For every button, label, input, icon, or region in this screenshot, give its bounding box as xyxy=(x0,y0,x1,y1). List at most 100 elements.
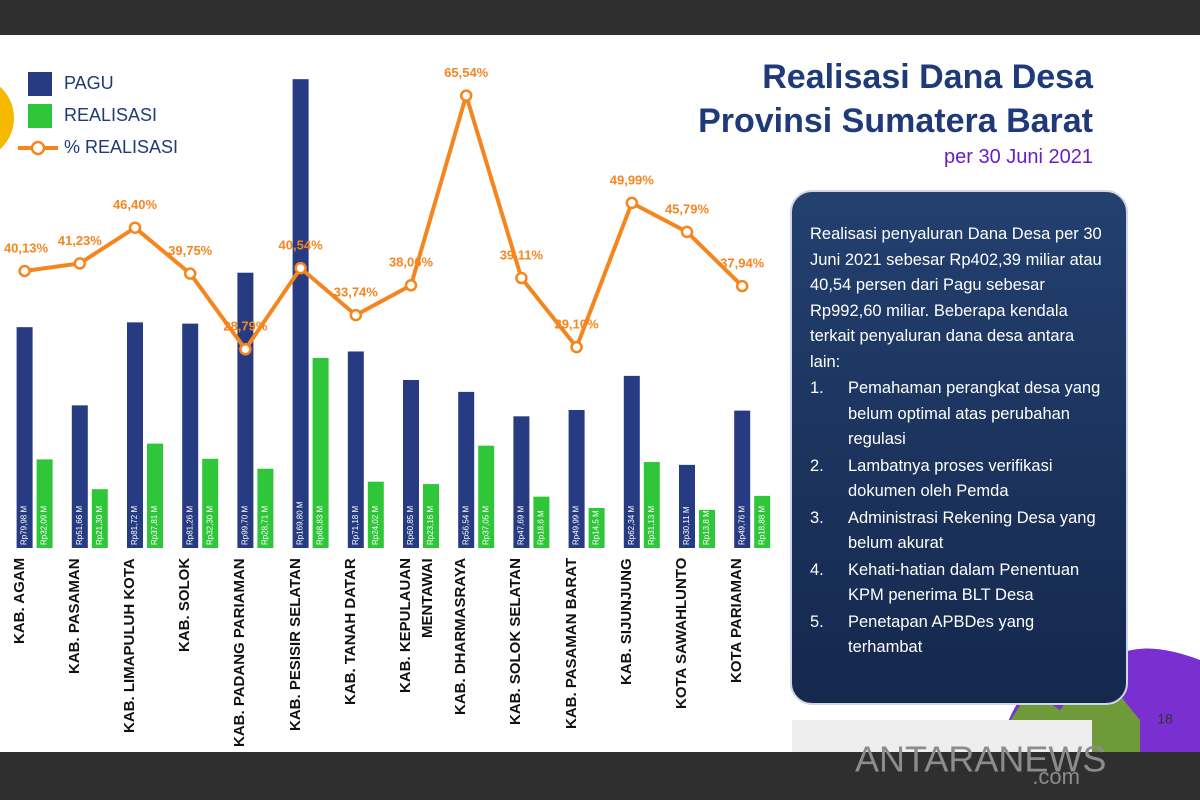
chart-title: Realisasi Dana Desa xyxy=(762,58,1093,96)
bar xyxy=(734,410,751,548)
line-value-label: 45,79% xyxy=(665,201,710,216)
bar-value-label: Rp81,26 M xyxy=(185,506,194,545)
list-text: Administrasi Rekening Desa yang belum ak… xyxy=(848,508,1096,553)
bar-label-group: Rp79,98 M xyxy=(20,506,29,545)
list-number: 2. xyxy=(810,456,824,475)
legend-swatch xyxy=(28,104,52,128)
line-marker xyxy=(404,279,418,292)
line-value-label: 33,74% xyxy=(334,285,379,300)
bar xyxy=(478,445,495,548)
bar xyxy=(127,322,143,548)
bar-value-label: Rp60,85 M xyxy=(406,506,415,545)
bar xyxy=(36,459,53,548)
bar-value-label: Rp14,5 M xyxy=(592,510,601,545)
x-tick-label: KAB. SIJUNJUNG xyxy=(617,558,635,685)
line-marker xyxy=(735,279,749,293)
bottom-bar xyxy=(0,752,1200,800)
bar xyxy=(367,481,384,548)
bar-value-label: Rp56,54 M xyxy=(461,506,470,545)
line-marker xyxy=(459,89,473,102)
bar-label-group: Rp47,69 M xyxy=(517,506,526,545)
bar-label-group: Rp37,05 M xyxy=(481,506,490,545)
bar xyxy=(202,458,219,548)
bar-value-label: Rp32,30 M xyxy=(205,506,214,545)
x-tick-label: KAB. SOLOK xyxy=(176,558,194,653)
list-item: 4. Kehati-hatian dalam Penentuan KPM pene… xyxy=(810,558,1108,609)
bar-label-group: Rp37,81 M xyxy=(150,506,159,545)
x-tick-label: KAB. SOLOK SELATAN xyxy=(507,558,525,725)
bar xyxy=(458,391,475,548)
bar xyxy=(147,443,163,548)
bar-label-group: Rp81,26 M xyxy=(185,506,194,545)
line-marker xyxy=(294,261,307,275)
line-value-label: 29,10% xyxy=(555,317,600,332)
list-text: Lambatnya proses verifikasi dokumen oleh… xyxy=(848,456,1053,501)
line-value-label: 41,23% xyxy=(58,233,103,248)
bar-value-label: Rp169,80 M xyxy=(296,501,305,545)
watermark-domain: .com xyxy=(1032,764,1080,789)
x-tick-label: KAB. AGAM xyxy=(10,558,28,645)
x-tick-label: KOTA PARIAMAN xyxy=(728,558,746,683)
bar-label-group: Rp71,18 M xyxy=(351,506,360,545)
bar-value-label: Rp32,09 M xyxy=(40,506,49,545)
bar-value-label: Rp21,30 M xyxy=(95,506,104,545)
chart-title: Provinsi Sumatera Barat xyxy=(698,102,1093,140)
line xyxy=(24,93,744,352)
panel-intro: Realisasi penyaluran Dana Desa per 30 Ju… xyxy=(810,225,1102,371)
line-value-label: 37,94% xyxy=(720,256,765,271)
bar-label-group: Rp62,34 M xyxy=(627,506,636,545)
line-marker xyxy=(73,257,87,270)
bar-label-group: Rp31,13 M xyxy=(647,506,656,545)
line-marker xyxy=(128,221,142,234)
bar-value-label: Rp49,76 M xyxy=(737,506,746,545)
bar xyxy=(182,323,199,548)
x-tick-label: KAB. PESISIR SELATAN xyxy=(286,558,304,731)
bar-label-group: Rp14,5 M xyxy=(592,510,601,545)
bar-label-group: Rp21,30 M xyxy=(95,506,104,545)
line-marker xyxy=(680,225,694,239)
line-marker xyxy=(570,340,583,354)
list-item: 3. Administrasi Rekening Desa yang belum … xyxy=(810,506,1108,557)
bar xyxy=(292,79,309,548)
bar xyxy=(679,464,695,548)
bar xyxy=(568,409,585,548)
bar-value-label: Rp47,69 M xyxy=(517,506,526,545)
bar-value-label: Rp68,83 M xyxy=(316,506,325,545)
bar-label-group: Rp13,8 M xyxy=(702,510,711,545)
bar-label-group: Rp30,11 M xyxy=(682,506,691,545)
bar-label-group: Rp23,16 M xyxy=(426,506,435,545)
line-value-label: 46,40% xyxy=(113,197,158,212)
list-text: Kehati-hatian dalam Penentuan KPM peneri… xyxy=(848,560,1080,605)
bar-value-label: Rp79,98 M xyxy=(20,506,29,545)
decoration xyxy=(0,86,14,150)
bar-value-label: Rp28,71 M xyxy=(261,506,270,545)
line-value-label: 40,13% xyxy=(4,240,49,255)
line-marker xyxy=(349,308,363,322)
watermark-brand: ANTARANEWS xyxy=(855,739,1106,780)
bar xyxy=(588,507,605,548)
bar xyxy=(312,357,329,548)
bar-value-label: Rp13,8 M xyxy=(702,510,711,545)
bar-label-group: Rp32,30 M xyxy=(205,506,214,545)
x-tick-label: KAB. PADANG PARIAMAN xyxy=(231,558,249,747)
bar-value-label: Rp71,18 M xyxy=(351,506,360,545)
x-tick-label: KAB. PASAMAN BARAT xyxy=(562,558,580,730)
x-tick-label: KOTA SAWAHLUNTO xyxy=(673,558,690,710)
bar-label-group: Rp28,71 M xyxy=(261,506,270,545)
bar-value-label: Rp30,11 M xyxy=(682,506,691,545)
list-number: 4. xyxy=(810,560,824,579)
line-value-label: 65,54% xyxy=(444,65,489,80)
bar-value-label: Rp18,88 M xyxy=(757,506,766,545)
chart-subtitle: per 30 Juni 2021 xyxy=(943,146,1093,168)
bar xyxy=(91,489,108,548)
bar xyxy=(403,379,419,548)
bar xyxy=(257,468,274,548)
bar-label-group: Rp24,02 M xyxy=(371,506,380,545)
line-value-label: 39,11% xyxy=(500,247,544,262)
list-text: Pemahaman perangkat desa yang belum opti… xyxy=(848,379,1101,448)
bar-value-label: Rp49,99 M xyxy=(572,506,581,545)
bar-label-group: Rp81,72 M xyxy=(130,506,139,545)
legend-swatch xyxy=(30,140,46,156)
bar-label-group: Rp51,66 M xyxy=(75,506,84,545)
